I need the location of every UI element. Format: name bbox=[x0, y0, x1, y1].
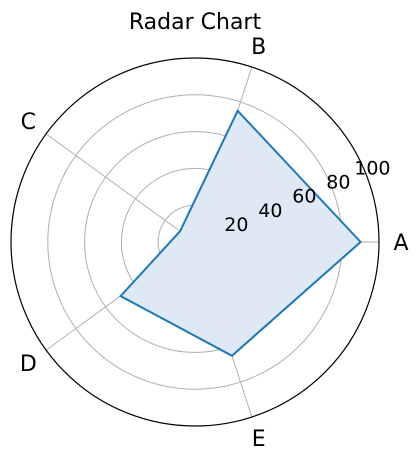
category-label-e: E bbox=[252, 427, 266, 452]
r-tick-label-60: 60 bbox=[292, 186, 316, 208]
category-label-a: A bbox=[393, 231, 408, 256]
category-label-c: C bbox=[21, 110, 36, 135]
outer-frame bbox=[10, 57, 380, 427]
category-label-d: D bbox=[20, 352, 37, 377]
spoke-c bbox=[45, 133, 196, 243]
r-tick-label-40: 40 bbox=[258, 200, 282, 222]
r-tick-label-20: 20 bbox=[224, 214, 248, 236]
r-tick-label-80: 80 bbox=[326, 172, 350, 194]
chart-title: Radar Chart bbox=[129, 10, 262, 35]
category-label-b: B bbox=[251, 35, 266, 60]
r-tick-label-100: 100 bbox=[354, 158, 390, 180]
series-layer bbox=[118, 109, 363, 357]
series-line-0 bbox=[118, 109, 363, 357]
